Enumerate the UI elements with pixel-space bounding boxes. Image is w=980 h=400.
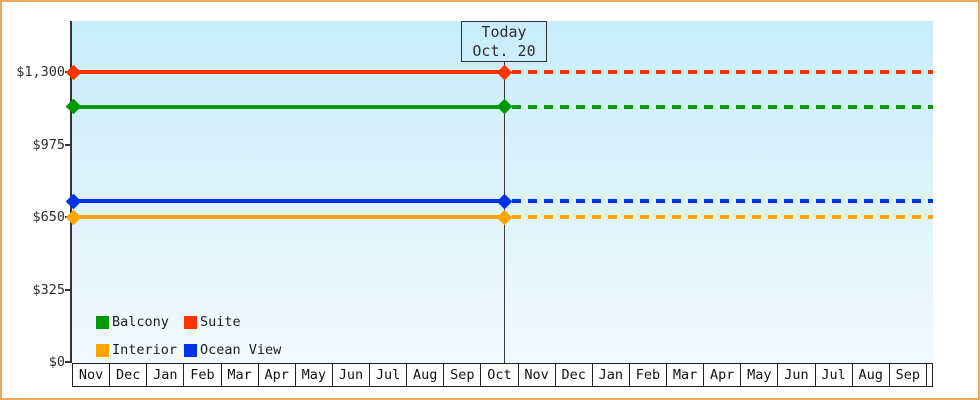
x-axis-month-cell: Oct: [481, 364, 519, 386]
legend-swatch-ocean-view: [184, 343, 197, 357]
x-axis-month-cell: Apr: [704, 364, 742, 386]
legend-swatch-interior: [96, 343, 109, 357]
x-axis-month-cell: May: [296, 364, 333, 386]
x-axis-month-cell: Mar: [222, 364, 259, 386]
x-axis-month-cell: Jan: [593, 364, 630, 386]
x-axis-month-cell: Sep: [444, 364, 482, 386]
series-line-forecast-interior: [512, 215, 933, 219]
legend-label-balcony: Balcony: [112, 314, 169, 330]
legend-swatch-suite: [184, 315, 197, 329]
x-axis-month-cell: Feb: [184, 364, 222, 386]
x-axis-month-cell: Apr: [259, 364, 296, 386]
today-label: Today: [481, 22, 527, 41]
y-tick-mark: [65, 143, 71, 146]
x-axis-month-cell: May: [741, 364, 779, 386]
y-tick-mark: [65, 288, 71, 291]
x-axis-month-cell: Nov: [73, 364, 111, 386]
series-line-ocean-view: [72, 199, 504, 204]
x-axis-month-cell: Feb: [630, 364, 667, 386]
x-axis-month-row: Nov Dec Jan Feb Mar Apr May Jun Jul Aug Sep Oct Nov D…: [72, 363, 933, 387]
x-axis-month-cell: Dec: [110, 364, 148, 386]
legend-label-suite: Suite: [200, 314, 241, 330]
series-line-suite: [72, 70, 504, 74]
series-line-forecast-balcony: [512, 104, 933, 109]
y-tick-mark: [65, 361, 71, 363]
x-axis-month-cell: Sep: [890, 364, 927, 386]
legend-item-balcony: Balcony: [96, 314, 184, 330]
x-axis-month-cell: Aug: [407, 364, 445, 386]
y-tick-label: $975: [32, 136, 65, 153]
series-line-forecast-ocean-view: [512, 199, 933, 204]
legend-swatch-balcony: [96, 315, 109, 329]
y-tick-label: $1,300: [16, 64, 65, 80]
series-line-forecast-suite: [512, 70, 933, 74]
y-tick-label: $325: [32, 281, 65, 298]
x-axis-month-cell: Mar: [667, 364, 705, 386]
x-axis-month-cell: Dec: [556, 364, 593, 386]
legend-label-ocean-view: Ocean View: [200, 342, 282, 358]
today-marker-box: Today Oct. 20: [461, 21, 547, 62]
legend-label-interior: Interior: [112, 342, 178, 358]
legend-item-interior: Interior: [96, 342, 184, 358]
y-tick-label: $650: [32, 209, 65, 225]
x-axis-month-cell: Jul: [370, 364, 408, 386]
legend-item-ocean-view: Ocean View: [184, 342, 281, 358]
x-axis-month-cell: Jul: [816, 364, 853, 386]
x-axis-month-cell: Aug: [853, 364, 890, 386]
x-axis-month-cell-partial: [927, 364, 932, 386]
x-axis-month-cell: Jun: [778, 364, 816, 386]
series-line-balcony: [72, 104, 504, 109]
legend: Balcony Suite Interior Ocean View: [96, 308, 281, 364]
legend-item-suite: Suite: [184, 314, 281, 330]
today-date: Oct. 20: [472, 41, 536, 60]
y-tick-label: $0: [48, 354, 65, 370]
x-axis-month-cell: Jan: [147, 364, 185, 386]
series-line-interior: [72, 215, 504, 219]
x-axis-month-cell: Jun: [333, 364, 370, 386]
y-axis-line: [70, 21, 72, 363]
x-axis-month-cell: Nov: [519, 364, 556, 386]
